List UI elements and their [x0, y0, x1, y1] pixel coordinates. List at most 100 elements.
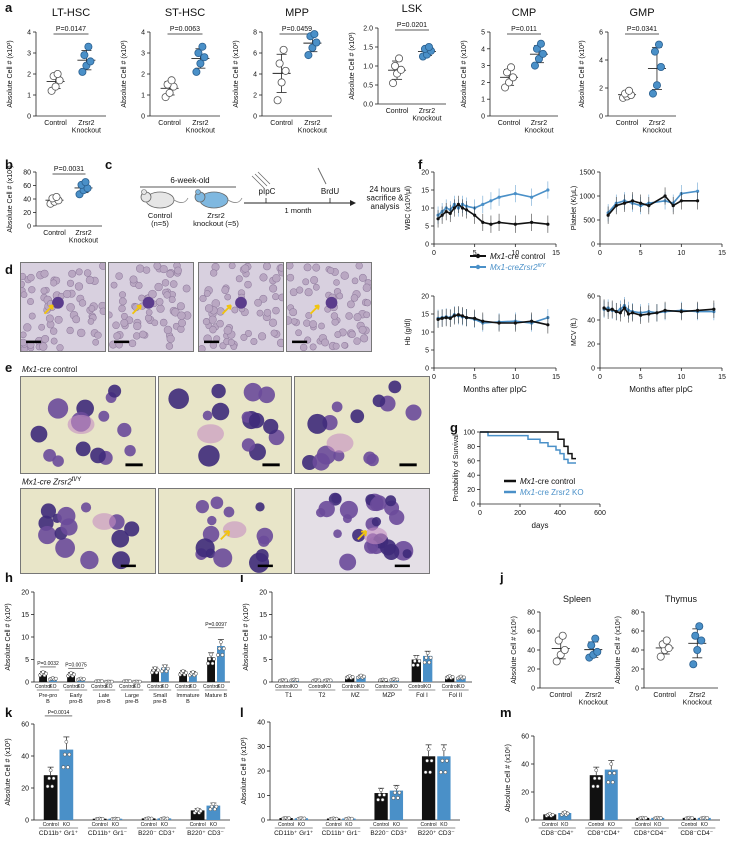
panel-f-0-x-tick-label: 10 — [511, 250, 519, 257]
red-blood-cell — [336, 292, 344, 300]
panel-l-y-tick-label: 0 — [261, 818, 265, 825]
red-blood-cell — [28, 312, 36, 320]
panel-a-lsk-group-label: Zrsr2 Knockout — [412, 108, 441, 122]
panel-l-y-tick-label-line: 10 — [257, 793, 265, 800]
red-blood-cell — [199, 345, 206, 351]
panel-f-0-x-tick-label: 0 — [432, 250, 436, 257]
panel-j-thymus-group-label-line: Knockout — [683, 699, 712, 706]
panel-h-category-label: Early pro-B — [69, 693, 83, 705]
panel-l-replicate-point — [429, 758, 434, 763]
panel-l-replicate-point — [380, 797, 385, 802]
panel-m-group-label-line: Control — [681, 822, 697, 828]
panel-m-replicate-point — [565, 811, 570, 816]
panel-c-age-label: 6-week-old — [170, 176, 209, 185]
panel-i-group-label-line: Control — [342, 684, 358, 690]
panel-a-lt-hsc-y-tick-label-line: 2 — [27, 72, 31, 79]
legend-rest: -cre control — [505, 252, 545, 261]
panel-l-category-label: B220⁻ CD3⁺ — [370, 830, 407, 837]
red-blood-cell — [161, 279, 170, 287]
red-blood-cell — [258, 332, 267, 341]
panel-c-knockout-label-line: Zrsr2 — [207, 211, 225, 220]
red-blood-cell — [87, 318, 95, 325]
panel-c-end-label-line: 24 hours — [369, 185, 400, 194]
panel-m-y-tick-label-line: 60 — [521, 734, 529, 741]
panel-b-pvalue-line: P=0.0031 — [54, 166, 84, 173]
panel-i-control-bar — [411, 659, 421, 682]
panel-f-3-control-point — [696, 308, 700, 312]
panel-a-lsk-control-point — [389, 79, 398, 88]
panel-f-3-x-label-line: Months after pIpC — [629, 385, 693, 394]
marrow-cell — [168, 388, 189, 409]
bone-marrow-image — [302, 380, 422, 471]
panel-g-y-tick-label-line: 20 — [467, 487, 475, 494]
red-blood-cell — [135, 264, 145, 273]
syringe-icon — [317, 167, 327, 185]
panel-a-mpp-y-tick-label: 8 — [253, 30, 257, 37]
panel-i-replicate-point — [415, 663, 420, 667]
red-blood-cell — [223, 326, 232, 335]
panel-a-mpp-title-line: MPP — [285, 7, 309, 19]
panel-f-2-control-point — [456, 313, 460, 317]
panel-a-st-hsc-y-tick-label-line: 4 — [141, 30, 145, 37]
panel-a-lsk-group-label-line: Knockout — [412, 115, 441, 122]
panel-k-group-label: KO — [210, 822, 217, 828]
marrow-cell — [258, 386, 276, 404]
legend-rest: -cre control — [535, 477, 575, 486]
panel-f-2-x-tick-label: 15 — [552, 374, 560, 381]
red-blood-cell — [303, 263, 312, 272]
marrow-cell — [75, 441, 91, 457]
panel-a-gmp-control-point — [625, 86, 634, 95]
panel-l-replicate-point — [425, 758, 429, 763]
panel-f-2-control-point — [460, 314, 465, 318]
panel-g-y-tick-label: 100 — [463, 430, 475, 437]
panel-f-1-y-tick-label-line: 500 — [583, 218, 595, 225]
panel-m-y-tick-label-line: 40 — [521, 762, 529, 769]
panel-i-replicate-point — [462, 675, 466, 680]
panel-k-replicate-point — [61, 765, 66, 770]
marrow-cell — [339, 553, 357, 571]
red-blood-cell — [204, 304, 214, 313]
panel-h-replicate-point — [212, 657, 216, 661]
panel-m-replicate-point — [705, 816, 710, 820]
panel-f-2-control-point — [444, 316, 448, 320]
panel-label-j: j — [500, 570, 504, 585]
panel-a-st-hsc-group-label: Control — [158, 120, 181, 127]
panel-a-mpp-group-label-line: Zrsr2 — [304, 120, 320, 127]
panel-f-1-y-tick-label-line: 0 — [591, 242, 595, 249]
panel-a-mpp-y-tick-label: 6 — [253, 51, 257, 58]
panel-i-knockout-bar — [456, 677, 466, 682]
panel-a-cmp-y-tick-label: 3 — [481, 63, 485, 70]
red-blood-cell — [256, 309, 264, 317]
red-blood-cell — [290, 318, 298, 325]
red-blood-cell — [133, 321, 142, 331]
panel-a-lsk-y-tick-label: 2.0 — [363, 26, 373, 33]
panel-f-2-control-point — [464, 316, 469, 320]
panel-k-control-bar — [43, 775, 58, 820]
panel-i-y-tick-label: 15 — [259, 612, 267, 619]
panel-a-lt-hsc-y-label: Absolute Cell # (x10³) — [7, 40, 14, 107]
panel-a-cmp-control-point — [509, 73, 518, 82]
red-blood-cell — [78, 299, 87, 307]
panel-m-group-label: KO — [701, 822, 708, 828]
panel-k-category-label-line: CD11b⁺ Gr1⁺ — [39, 830, 79, 837]
red-blood-cell — [296, 286, 304, 294]
scale-bar — [394, 564, 410, 568]
red-blood-cell — [304, 288, 313, 297]
panel-k-replicate-point — [116, 816, 121, 821]
panel-label-i: i — [240, 570, 244, 585]
panel-e-bottom-label: Mx1-cre Zrsr2fl/Y — [22, 476, 82, 487]
bone-marrow-image — [38, 502, 140, 570]
panel-b-group-label-line: Control — [43, 230, 66, 237]
red-blood-cell — [334, 331, 342, 339]
panel-h-replicate-point — [181, 669, 185, 673]
panel-h-pvalue: P=0.0032 — [37, 661, 59, 667]
panel-f-legend-label: Mx1-cre control — [490, 252, 545, 261]
panel-m-group-label-line: KO — [654, 822, 661, 828]
legend-italic: Mx1 — [520, 488, 535, 497]
red-blood-cell — [208, 315, 217, 324]
panel-a-cmp-y-tick-label: 1 — [481, 97, 485, 104]
marrow-cell — [402, 549, 412, 559]
red-blood-cell — [174, 266, 182, 275]
red-blood-cell — [209, 325, 217, 334]
panel-g-x-label: days — [532, 521, 549, 530]
